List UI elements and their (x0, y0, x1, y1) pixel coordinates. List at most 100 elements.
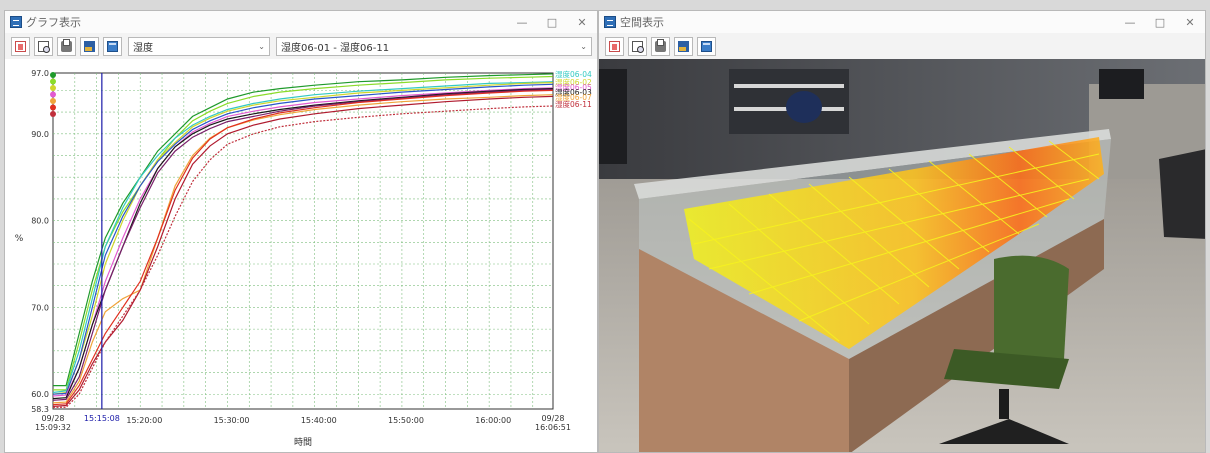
legend-label: 湿度06-07 (555, 92, 592, 102)
x-tick-time-label: 15:09:32 (35, 423, 71, 432)
metric-select[interactable]: 湿度 ⌄ (128, 36, 270, 56)
graph-window-titlebar[interactable]: グラフ表示 — □ ✕ (5, 11, 597, 33)
time-cursor-label: 15:15:08 (84, 414, 120, 423)
preview-button[interactable] (628, 36, 647, 56)
series-start-marker (50, 104, 56, 111)
series-line (53, 73, 553, 387)
print-button[interactable] (57, 36, 76, 56)
series-start-marker (50, 85, 56, 91)
series-line (52, 82, 553, 395)
sofa (1159, 149, 1205, 239)
x-tick-date-label: 09/28 (541, 414, 564, 423)
green-chair-seat (944, 349, 1069, 389)
preview-icon (632, 40, 644, 53)
series-start-marker (50, 72, 56, 78)
x-axis-label: 時間 (294, 437, 312, 448)
minimize-button[interactable]: — (516, 15, 528, 29)
y-axis-label: % (15, 234, 24, 244)
space-app-icon (604, 16, 616, 28)
green-chair-back (994, 255, 1069, 364)
3d-space-view[interactable] (599, 59, 1205, 452)
chart-icon (84, 40, 95, 52)
graph-window: グラフ表示 — □ ✕ 湿度 ⌄ 湿度06-01 - 湿度06-11 ⌄ 58.… (4, 10, 598, 453)
x-tick-time-label: 16:00:00 (475, 416, 511, 425)
office-chair-back (786, 91, 822, 123)
y-tick-label: 97.0 (31, 69, 49, 78)
series-start-marker (50, 111, 56, 117)
y-tick-label: 70.0 (31, 303, 49, 312)
heatmap-wireframe (688, 140, 1100, 342)
series-line (52, 88, 553, 400)
preview-button[interactable] (34, 36, 53, 56)
print-icon (655, 38, 666, 52)
space-window-titlebar[interactable]: 空間表示 — □ ✕ (599, 11, 1205, 33)
series-start-marker (50, 98, 56, 104)
legend-label: 湿度06-02 (555, 77, 592, 87)
series-line (52, 94, 553, 404)
range-select-value: 湿度06-01 - 湿度06-11 (281, 42, 390, 54)
table-top-edge (634, 129, 1111, 199)
series-line (52, 81, 553, 394)
space-toolbar (599, 33, 1205, 59)
chart-button[interactable] (80, 36, 99, 56)
y-tick-label: 90.0 (31, 130, 49, 139)
series-line (52, 87, 553, 397)
x-tick-time-label: 15:30:00 (214, 416, 250, 425)
close-button[interactable]: ✕ (577, 15, 587, 29)
new-button[interactable] (605, 36, 624, 56)
chevron-down-icon: ⌄ (580, 41, 587, 51)
series-start-marker (50, 91, 56, 98)
legend-label: 湿度06-05 (555, 82, 592, 92)
preview-icon (38, 40, 50, 53)
close-button[interactable]: ✕ (1185, 15, 1195, 29)
print-button[interactable] (651, 36, 670, 56)
series-line (52, 88, 553, 401)
print-icon (61, 38, 72, 52)
graph-toolbar: 湿度 ⌄ 湿度06-01 - 湿度06-11 ⌄ (5, 33, 597, 59)
shelf-board (734, 84, 844, 88)
new-icon (609, 40, 620, 52)
x-tick-time-label: 15:50:00 (388, 416, 424, 425)
series-line (52, 89, 553, 406)
chair-base (939, 419, 1069, 444)
series-line (52, 95, 553, 407)
humidity-chart[interactable]: 58.3 60.0 70.0 80.0 90.0 97.0% 09/28 15:09:32 15… (5, 59, 597, 452)
space-window: 空間表示 — □ ✕ (598, 10, 1206, 453)
x-tick-time-label: 15:40:00 (301, 416, 337, 425)
window-icon (701, 40, 712, 52)
graph-app-icon (10, 16, 22, 28)
metric-select-value: 湿度 (133, 42, 153, 54)
x-tick-date-label: 09/28 (41, 414, 64, 423)
space-window-title: 空間表示 (620, 16, 664, 29)
legend-label: 湿度06-03 (555, 87, 592, 97)
y-tick-label: 60.0 (31, 390, 49, 399)
series-start-marker (50, 78, 56, 85)
window-icon (107, 40, 118, 52)
chart-button[interactable] (674, 36, 693, 56)
new-icon (15, 40, 26, 52)
x-tick-time-label: 16:06:51 (535, 423, 571, 432)
window-button[interactable] (103, 36, 122, 56)
plot-area (52, 72, 554, 410)
series-line (53, 75, 553, 391)
series-line (53, 105, 553, 408)
room-photo-overlay (599, 59, 1205, 452)
y-tick-label: 58.3 (31, 405, 49, 414)
chart-icon (678, 40, 689, 52)
maximize-button[interactable]: □ (546, 15, 558, 29)
window-button[interactable] (697, 36, 716, 56)
left-cabinet (599, 69, 627, 164)
legend-label: 湿度06-11 (555, 99, 592, 109)
graph-window-title: グラフ表示 (26, 16, 81, 29)
chair-post (999, 389, 1009, 419)
table-front-panel (639, 249, 849, 452)
maximize-button[interactable]: □ (1154, 15, 1166, 29)
legend-label: 湿度06-04 (555, 69, 592, 79)
monitor (1099, 69, 1144, 99)
y-tick-label: 80.0 (31, 217, 49, 226)
series-line (52, 83, 553, 395)
humidity-chart-svg: 58.360.070.080.090.097.0%09/2815:09:3215… (15, 69, 592, 448)
range-select[interactable]: 湿度06-01 - 湿度06-11 ⌄ (276, 36, 592, 56)
new-button[interactable] (11, 36, 30, 56)
minimize-button[interactable]: — (1124, 15, 1136, 29)
